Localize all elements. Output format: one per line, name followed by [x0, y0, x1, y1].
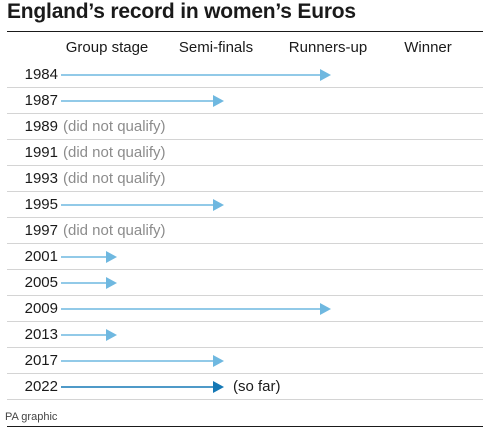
result-arrow [61, 329, 117, 341]
result-row-1993: 1993 (did not qualify) [7, 166, 483, 192]
result-arrow [61, 355, 224, 367]
did-not-qualify-note: (did not qualify) [63, 144, 166, 161]
result-arrow [61, 69, 331, 81]
source-credit: PA graphic [5, 411, 58, 423]
year-label: 2017 [24, 352, 58, 369]
year-label: 1989 [24, 118, 58, 135]
stage-label-winner: Winner [404, 39, 452, 56]
year-label: 1991 [24, 144, 58, 161]
row-divider [7, 321, 483, 322]
result-row-2017: 2017 [7, 348, 483, 374]
year-label: 2013 [24, 326, 58, 343]
arrow-head [106, 329, 117, 341]
year-label: 1984 [24, 66, 58, 83]
did-not-qualify-note: (did not qualify) [63, 222, 166, 239]
year-label: 2005 [24, 274, 58, 291]
bottom-divider [7, 426, 483, 427]
arrow-head [106, 251, 117, 263]
result-row-1987: 1987 [7, 88, 483, 114]
arrow-head [213, 95, 224, 107]
row-divider [7, 139, 483, 140]
arrow-head [320, 69, 331, 81]
result-row-1991: 1991 (did not qualify) [7, 140, 483, 166]
title-divider [7, 31, 483, 32]
row-divider [7, 191, 483, 192]
row-divider [7, 87, 483, 88]
result-row-1989: 1989 (did not qualify) [7, 114, 483, 140]
result-row-2001: 2001 [7, 244, 483, 270]
row-divider [7, 373, 483, 374]
row-divider [7, 347, 483, 348]
chart-title: England’s record in women’s Euros [7, 0, 356, 23]
result-arrow [61, 199, 224, 211]
result-note: (so far) [233, 378, 281, 395]
result-row-2009: 2009 [7, 296, 483, 322]
row-divider [7, 217, 483, 218]
arrow-head [320, 303, 331, 315]
row-divider [7, 399, 483, 400]
result-arrow [61, 277, 117, 289]
result-row-2022: 2022 (so far) [7, 374, 483, 400]
result-row-1997: 1997 (did not qualify) [7, 218, 483, 244]
year-label: 2009 [24, 300, 58, 317]
arrow-head [213, 355, 224, 367]
did-not-qualify-note: (did not qualify) [63, 118, 166, 135]
year-label: 1995 [24, 196, 58, 213]
year-label: 1987 [24, 92, 58, 109]
year-label: 1997 [24, 222, 58, 239]
stage-label-runners-up: Runners-up [288, 39, 368, 56]
row-divider [7, 243, 483, 244]
result-row-1995: 1995 [7, 192, 483, 218]
arrow-head [106, 277, 117, 289]
stage-label-group-stage: Group stage [65, 39, 149, 56]
year-label: 2001 [24, 248, 58, 265]
result-row-2013: 2013 [7, 322, 483, 348]
stage-label-semi-finals: Semi-finals [178, 39, 254, 56]
result-row-1984: 1984 [7, 62, 483, 88]
arrow-head [213, 199, 224, 211]
year-label: 2022 [24, 378, 58, 395]
result-row-2005: 2005 [7, 270, 483, 296]
result-arrow [61, 303, 331, 315]
row-divider [7, 269, 483, 270]
row-divider [7, 113, 483, 114]
year-label: 1993 [24, 170, 58, 187]
arrow-head [213, 381, 224, 393]
result-arrow [61, 95, 224, 107]
did-not-qualify-note: (did not qualify) [63, 170, 166, 187]
result-arrow [61, 381, 224, 393]
result-arrow [61, 251, 117, 263]
row-divider [7, 295, 483, 296]
row-divider [7, 165, 483, 166]
